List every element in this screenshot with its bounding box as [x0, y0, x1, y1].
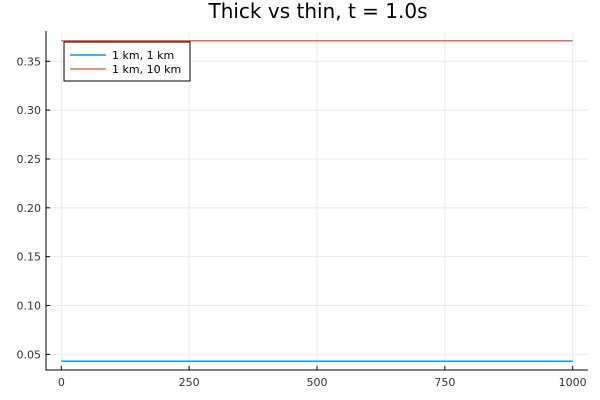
legend-label-series-2: 1 km, 10 km [112, 63, 181, 76]
x-tick-label-2: 500 [307, 376, 328, 389]
legend-label-series-1: 1 km, 1 km [112, 49, 174, 62]
grid [46, 31, 588, 370]
y-tick-label-0: 0.05 [17, 348, 42, 361]
x-tick-label-4: 1000 [559, 376, 587, 389]
y-tick-label-3: 0.20 [17, 202, 42, 215]
axis-frame [45, 31, 588, 371]
x-tick-label-1: 250 [179, 376, 200, 389]
x-ticks: 0 250 500 750 1000 [58, 366, 587, 389]
axes [45, 31, 588, 371]
chart-title: Thick vs thin, t = 1.0s [207, 0, 427, 23]
x-tick-label-0: 0 [58, 376, 65, 389]
legend: 1 km, 1 km 1 km, 10 km [63, 41, 191, 82]
y-tick-label-2: 0.15 [17, 251, 42, 264]
x-tick-label-3: 750 [434, 376, 455, 389]
y-tick-label-4: 0.25 [17, 153, 42, 166]
series-lines [61, 40, 573, 362]
y-ticks: 0.05 0.10 0.15 0.20 0.25 0.30 0.35 [17, 55, 50, 361]
y-tick-label-5: 0.30 [17, 104, 42, 117]
y-tick-label-1: 0.10 [17, 300, 42, 313]
y-tick-label-6: 0.35 [17, 55, 42, 68]
legend-box [63, 41, 191, 82]
